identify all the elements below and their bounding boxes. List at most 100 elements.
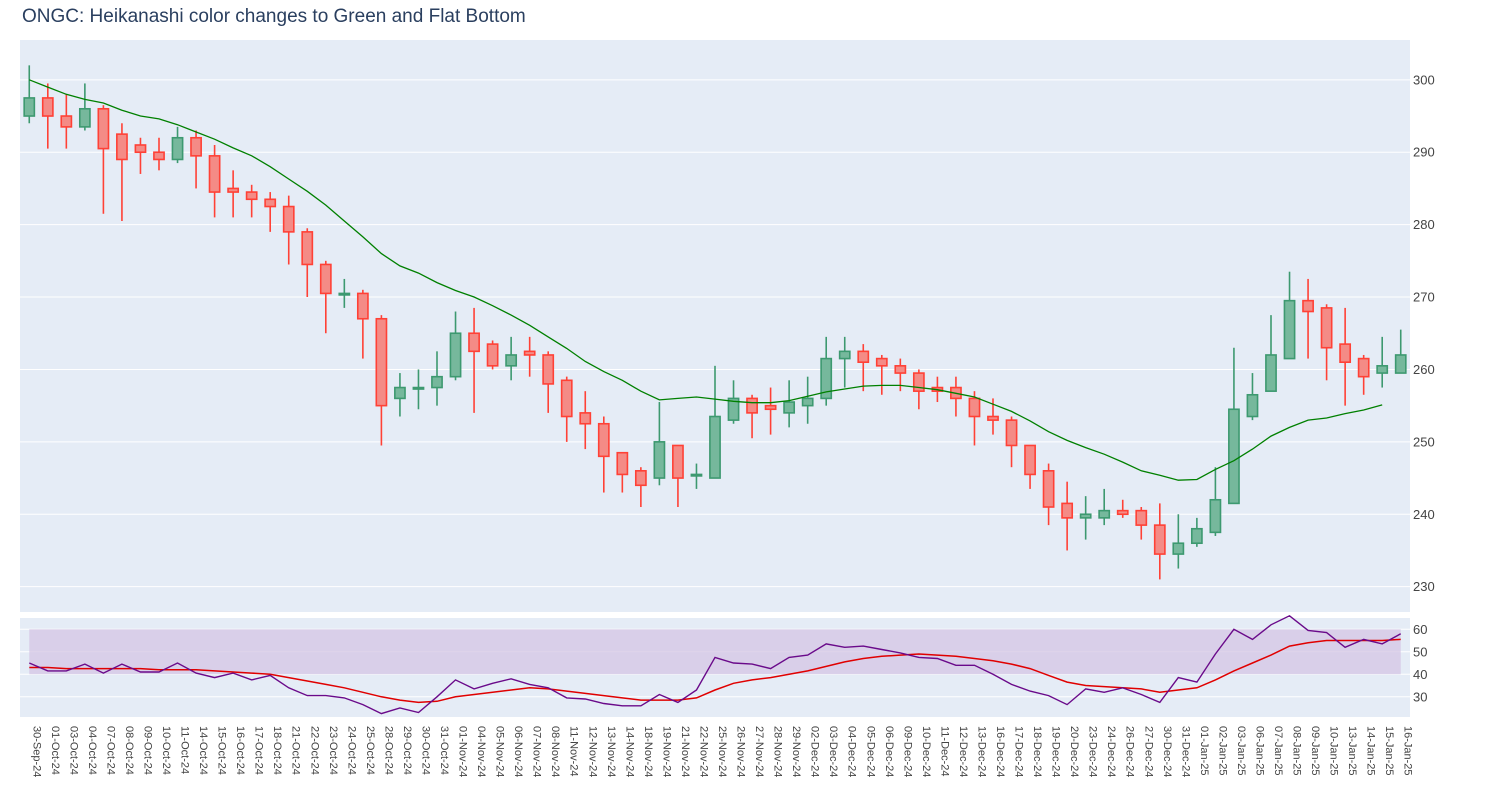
date-tick-label: 01-Jan-25 [1198, 726, 1210, 776]
candle-body [746, 397, 758, 414]
date-tick-label: 18-Dec-24 [1031, 726, 1043, 777]
date-tick-label: 25-Nov-24 [716, 726, 728, 777]
candle-body [412, 386, 425, 390]
candle-body [727, 397, 740, 421]
candle [579, 391, 592, 450]
candle-body [97, 107, 110, 150]
candle-body [634, 470, 647, 487]
candle [653, 402, 666, 486]
date-tick-label: 03-Dec-24 [827, 726, 839, 777]
date-tick-label: 09-Dec-24 [901, 726, 913, 777]
candle-body [1135, 509, 1148, 526]
candle-body [1339, 343, 1352, 364]
candle [153, 137, 165, 171]
candle-body [597, 422, 610, 458]
candle-body [208, 155, 221, 193]
candle [1283, 271, 1296, 360]
price-tick-label: 300 [1413, 72, 1435, 87]
candle [690, 463, 703, 489]
candle [505, 336, 518, 381]
moving-average-line [29, 79, 1383, 481]
date-tick-label: 05-Dec-24 [864, 726, 876, 777]
oscillator-band [29, 629, 1401, 675]
date-tick-label: 11-Oct-24 [179, 726, 191, 774]
date-tick-label: 04-Oct-24 [86, 726, 98, 775]
date-tick-label: 16-Oct-24 [234, 726, 246, 775]
candle-body [875, 357, 888, 367]
candle [820, 336, 833, 406]
date-tick-label: 28-Nov-24 [772, 726, 784, 777]
candle [338, 278, 351, 308]
date-tick-label: 06-Nov-24 [512, 726, 524, 777]
candle-body [468, 332, 480, 353]
date-tick-label: 31-Dec-24 [1179, 726, 1191, 777]
candle [1209, 467, 1222, 536]
candle [60, 94, 73, 149]
candle-body [764, 404, 777, 411]
candle-body [282, 205, 295, 233]
price-tick-label: 270 [1413, 290, 1435, 305]
candle-body [78, 107, 91, 128]
date-tick-label: 14-Nov-24 [623, 726, 635, 777]
candle [1116, 499, 1129, 518]
date-tick-label: 29-Nov-24 [790, 726, 802, 777]
candle [542, 351, 555, 413]
candle [1042, 463, 1055, 526]
date-tick-label: 12-Dec-24 [957, 726, 969, 777]
price-tick-label: 240 [1413, 507, 1435, 522]
candle-body [60, 115, 73, 128]
oscillator-tick-label: 50 [1413, 644, 1427, 659]
candle [116, 123, 128, 222]
date-tick-label: 02-Jan-25 [1216, 726, 1228, 776]
candle-body [820, 357, 833, 400]
candle-body [1228, 408, 1240, 505]
candle-body [912, 372, 925, 392]
date-tick-label: 02-Dec-24 [809, 726, 821, 777]
candle [1190, 517, 1203, 547]
date-tick-label: 17-Dec-24 [1013, 726, 1025, 777]
candle [1376, 336, 1389, 388]
candle [838, 336, 851, 388]
date-tick-label: 07-Nov-24 [531, 726, 543, 777]
date-tick-label: 14-Jan-25 [1365, 726, 1377, 776]
oscillator-axis-ticks: 30 40 50 60 [1413, 622, 1427, 705]
date-tick-label: 03-Jan-25 [1235, 726, 1247, 776]
candle [875, 354, 888, 395]
date-tick-label: 08-Nov-24 [549, 726, 561, 777]
candle-body [356, 292, 369, 320]
date-tick-label: 31-Oct-24 [438, 726, 450, 775]
date-tick-label: 11-Nov-24 [568, 726, 580, 777]
date-tick-label: 09-Jan-25 [1309, 726, 1321, 776]
candle [1246, 373, 1259, 421]
price-tick-label: 280 [1413, 217, 1435, 232]
oscillator-line [29, 614, 1402, 715]
candle [1357, 354, 1370, 395]
candle-body [1153, 524, 1166, 555]
date-tick-label: 27-Dec-24 [1142, 726, 1154, 777]
date-tick-label: 19-Nov-24 [660, 726, 672, 777]
candle-body [783, 401, 796, 414]
price-plot-background [20, 40, 1410, 612]
candle-body [1172, 542, 1185, 555]
date-tick-label: 06-Dec-24 [883, 726, 895, 777]
date-tick-label: 19-Dec-24 [1050, 726, 1062, 777]
date-tick-label: 08-Oct-24 [123, 726, 135, 775]
candle [208, 144, 221, 218]
candle [1172, 514, 1185, 569]
date-tick-label: 23-Dec-24 [1087, 726, 1099, 777]
candle [356, 289, 369, 359]
candle [190, 130, 202, 189]
candle [41, 83, 54, 149]
candle-body [1376, 365, 1389, 374]
candle-body [709, 415, 721, 479]
candle [23, 65, 36, 124]
candle [764, 387, 777, 435]
candle-body [153, 151, 165, 161]
price-tick-label: 290 [1413, 145, 1435, 160]
candle [1153, 503, 1166, 580]
candle-body [1061, 502, 1074, 519]
price-tick-label: 250 [1413, 434, 1435, 449]
date-tick-label: 07-Oct-24 [104, 726, 116, 775]
date-tick-label: 08-Jan-25 [1291, 726, 1303, 776]
date-tick-label: 07-Jan-25 [1272, 726, 1284, 776]
